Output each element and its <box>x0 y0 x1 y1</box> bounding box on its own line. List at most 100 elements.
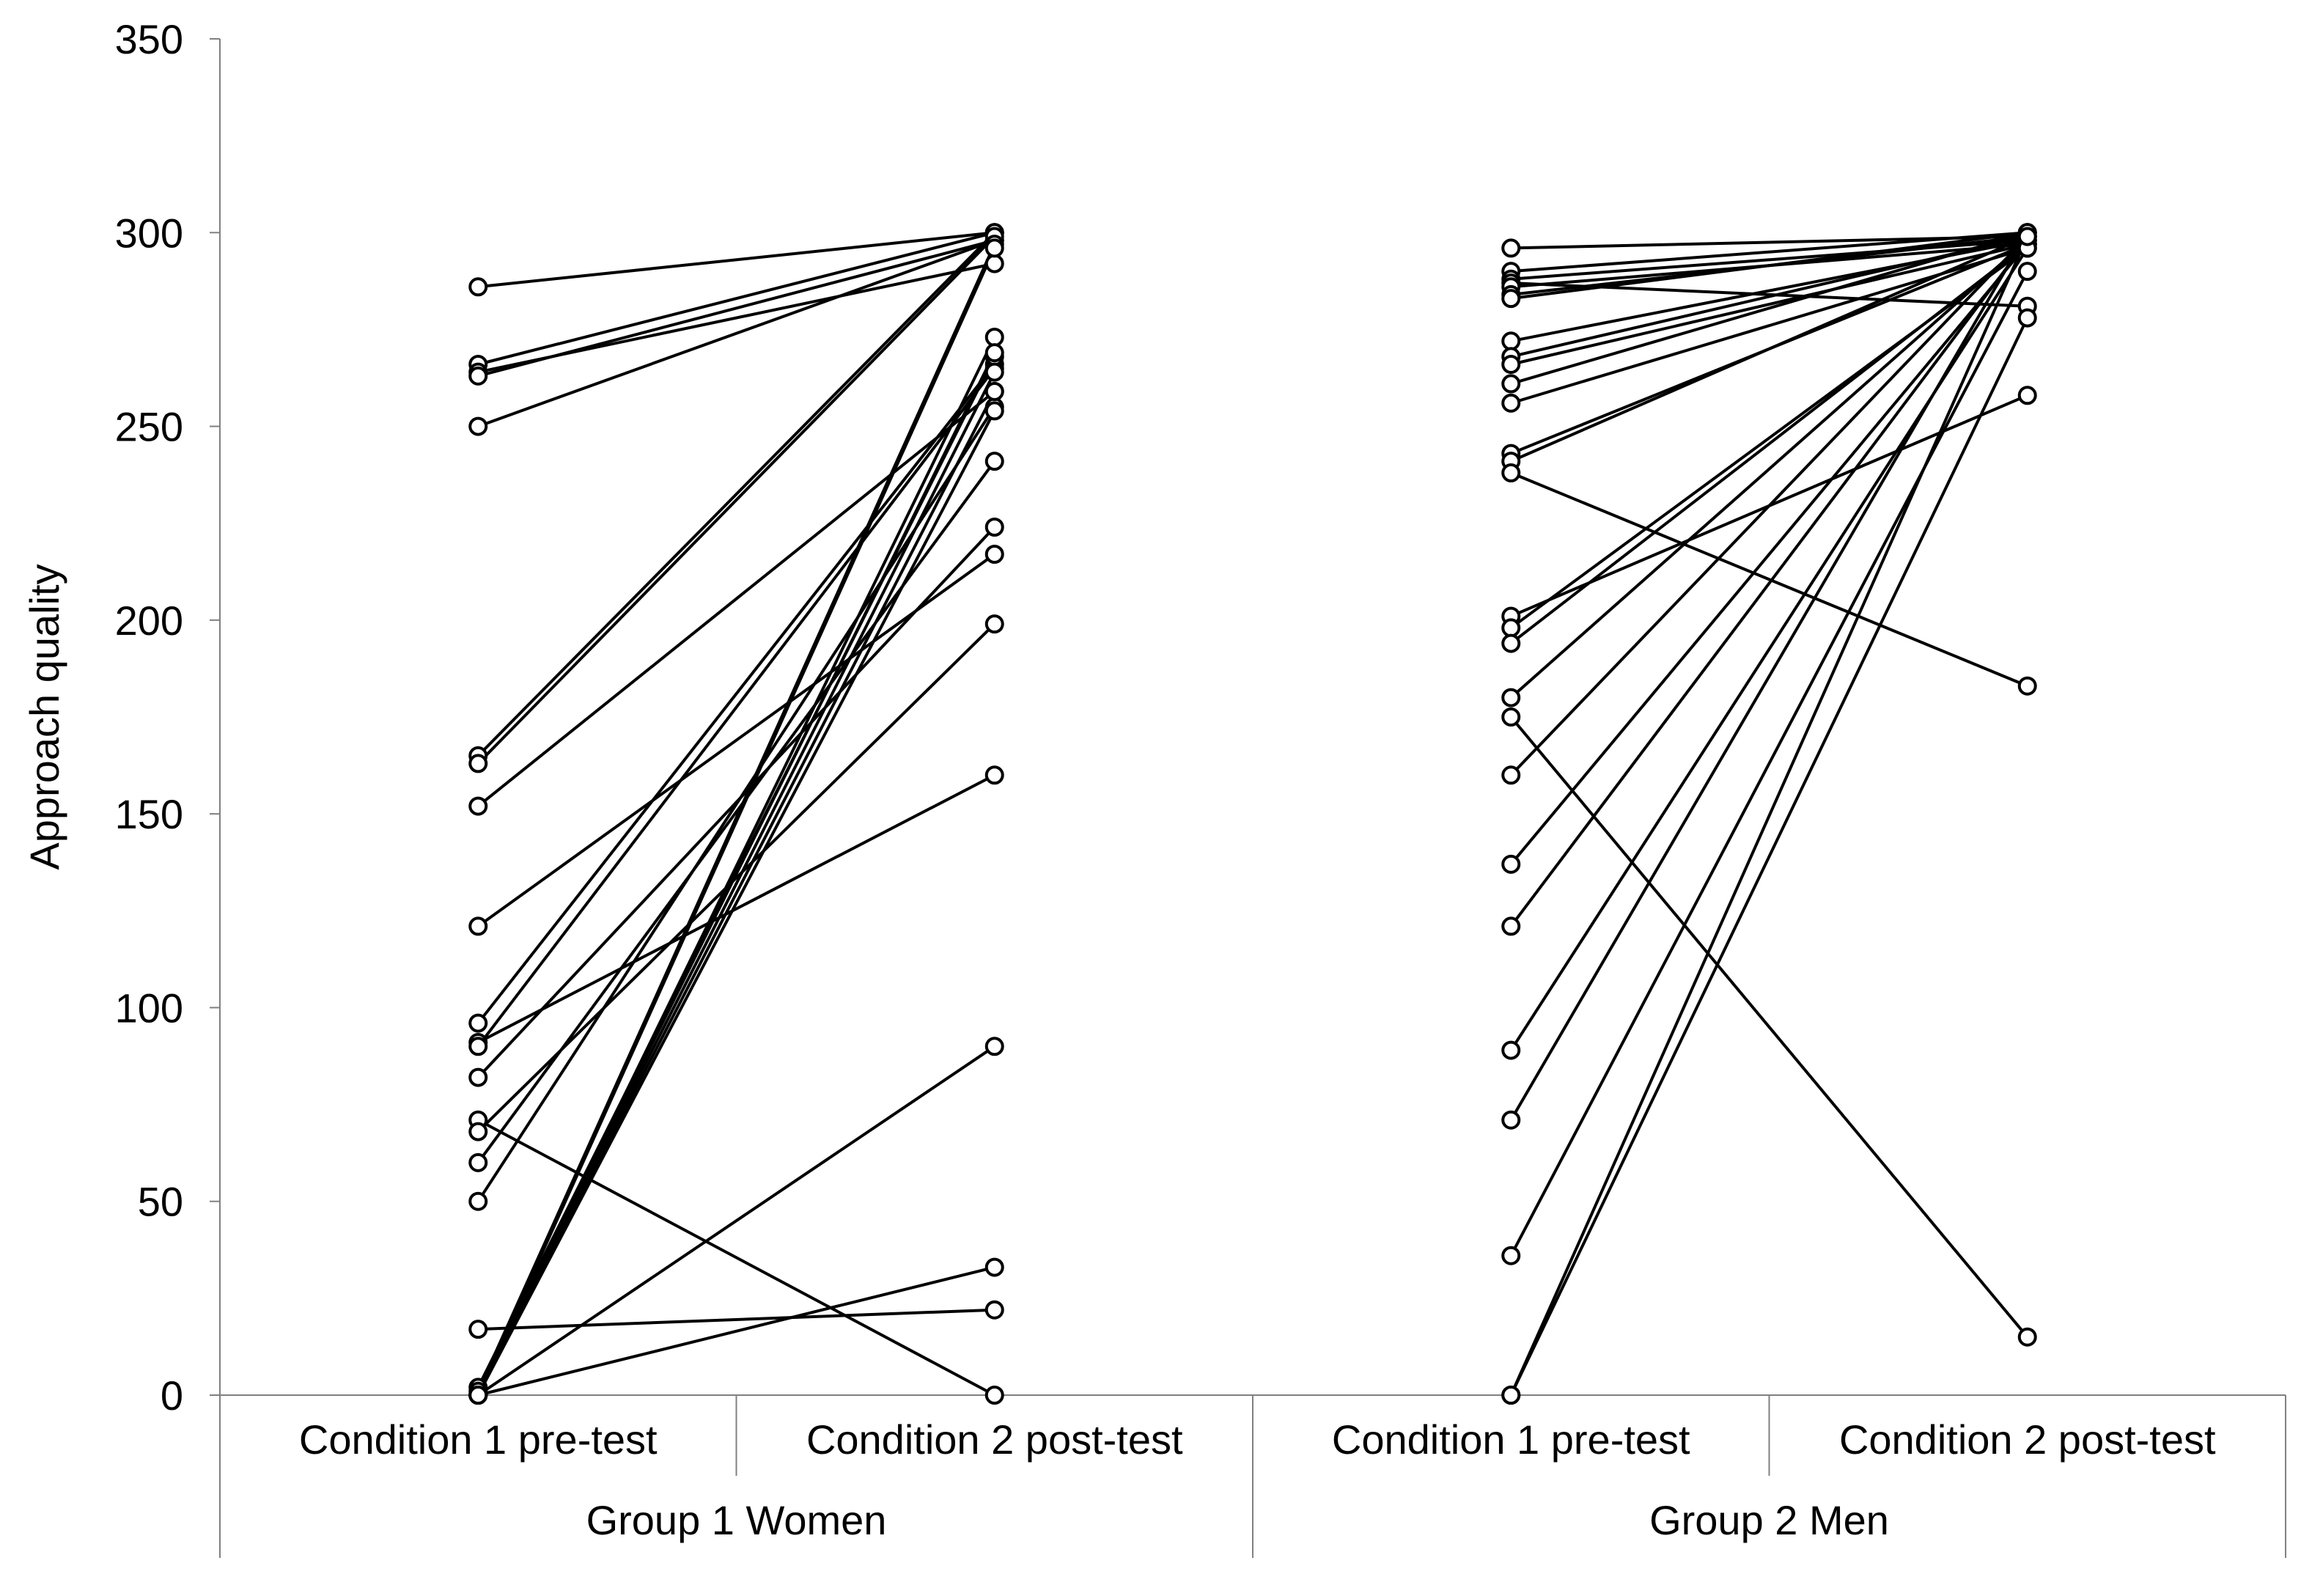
y-tick-label: 200 <box>115 597 183 644</box>
data-point-post <box>984 1386 1004 1405</box>
series-line <box>478 231 995 289</box>
series-line <box>1511 231 2028 273</box>
data-point-pre <box>1501 916 1521 936</box>
series-line <box>476 371 996 1396</box>
series-line <box>1509 235 2029 1396</box>
y-tick-label: 350 <box>115 16 183 62</box>
x-group-label: Group 2 Men <box>1649 1497 1889 1543</box>
y-axis-title: Approach quality <box>21 564 67 869</box>
data-point-pre <box>468 416 488 436</box>
data-point-pre <box>468 1067 488 1087</box>
data-point-pre <box>1501 331 1521 351</box>
x-category-label: Condition 2 post-test <box>806 1416 1183 1463</box>
series-line <box>1509 235 2029 776</box>
data-point-pre <box>468 1152 488 1172</box>
data-point-post <box>984 1257 1004 1277</box>
markers-layer <box>468 223 2037 1405</box>
series-line <box>476 247 996 1396</box>
y-tick-label: 150 <box>115 791 183 837</box>
series-line <box>477 238 995 378</box>
data-point-pre <box>1501 1246 1521 1265</box>
series-line <box>1510 235 2028 463</box>
x-group-label: Group 1 Women <box>586 1497 887 1543</box>
series-line <box>1509 239 2029 927</box>
series-line <box>1509 317 2029 1396</box>
x-category-label: Condition 1 pre-test <box>299 1416 658 1463</box>
data-point-post <box>2017 308 2037 328</box>
data-point-pre <box>1501 633 1521 653</box>
data-point-pre <box>468 1037 488 1056</box>
data-point-pre <box>1501 238 1521 258</box>
data-point-post <box>984 765 1004 785</box>
series-line <box>1510 231 2028 386</box>
data-point-pre <box>1501 707 1521 727</box>
x-category-label: Condition 1 pre-test <box>1332 1416 1690 1463</box>
series-line <box>477 553 995 928</box>
series-line <box>1509 239 2029 699</box>
data-point-pre <box>468 277 488 297</box>
data-point-pre <box>1501 1040 1521 1060</box>
series-line <box>478 1308 995 1331</box>
data-point-pre <box>1501 618 1521 638</box>
series-line <box>476 460 996 1164</box>
y-tick-label: 100 <box>115 985 183 1031</box>
data-point-pre <box>1501 765 1521 785</box>
y-tick-label: 50 <box>138 1179 183 1225</box>
series-line <box>476 243 996 1392</box>
y-tick-label: 300 <box>115 210 183 256</box>
data-point-post <box>984 614 1004 634</box>
series-line <box>476 367 996 1048</box>
data-point-pre <box>468 1013 488 1033</box>
axes-layer <box>210 38 2286 1558</box>
series-line <box>477 231 995 366</box>
data-point-pre <box>468 796 488 816</box>
series-line <box>1509 271 2029 1257</box>
data-point-post <box>984 254 1004 273</box>
data-point-post <box>2017 262 2037 282</box>
data-point-post <box>2017 386 2037 405</box>
data-point-pre <box>1501 1386 1521 1405</box>
series-line <box>477 238 995 428</box>
x-category-label: Condition 2 post-test <box>1839 1416 2216 1463</box>
series-line <box>1510 471 2028 688</box>
data-point-post <box>2017 227 2037 246</box>
data-point-pre <box>468 1191 488 1211</box>
series-line <box>476 410 996 1396</box>
series-line <box>1510 243 2028 366</box>
series-line <box>476 231 996 757</box>
data-point-pre <box>1501 688 1521 707</box>
data-point-post <box>984 545 1004 564</box>
data-point-pre <box>468 1386 488 1405</box>
data-point-post <box>984 328 1004 347</box>
data-point-post <box>984 343 1004 363</box>
data-point-post <box>984 518 1004 537</box>
data-point-post <box>984 401 1004 421</box>
data-point-post <box>984 382 1004 401</box>
labels-layer: 0 50 100 150 200 250 300 350 Approach quality Con… <box>21 16 2216 1543</box>
series-line <box>477 773 995 1044</box>
series-line <box>477 1118 995 1397</box>
data-point-post <box>984 238 1004 258</box>
data-point-pre <box>1501 374 1521 394</box>
data-point-post <box>984 362 1004 382</box>
series-line <box>1509 716 2029 1338</box>
data-point-pre <box>1501 393 1521 413</box>
series-lines-layer <box>476 231 2029 1397</box>
series-line <box>476 235 996 765</box>
data-point-pre <box>1501 854 1521 874</box>
data-point-pre <box>468 754 488 773</box>
data-point-pre <box>468 366 488 386</box>
data-point-pre <box>1501 289 1521 309</box>
data-point-post <box>2017 1327 2037 1347</box>
data-point-post <box>984 1037 1004 1056</box>
series-line <box>1509 243 2029 866</box>
series-line <box>1509 232 2029 1121</box>
series-line <box>476 363 996 1024</box>
series-line <box>476 390 996 808</box>
data-point-post <box>2017 676 2037 696</box>
series-line <box>477 1265 995 1397</box>
data-point-pre <box>1501 355 1521 374</box>
data-point-post <box>984 1300 1004 1320</box>
series-line <box>1510 231 2028 301</box>
